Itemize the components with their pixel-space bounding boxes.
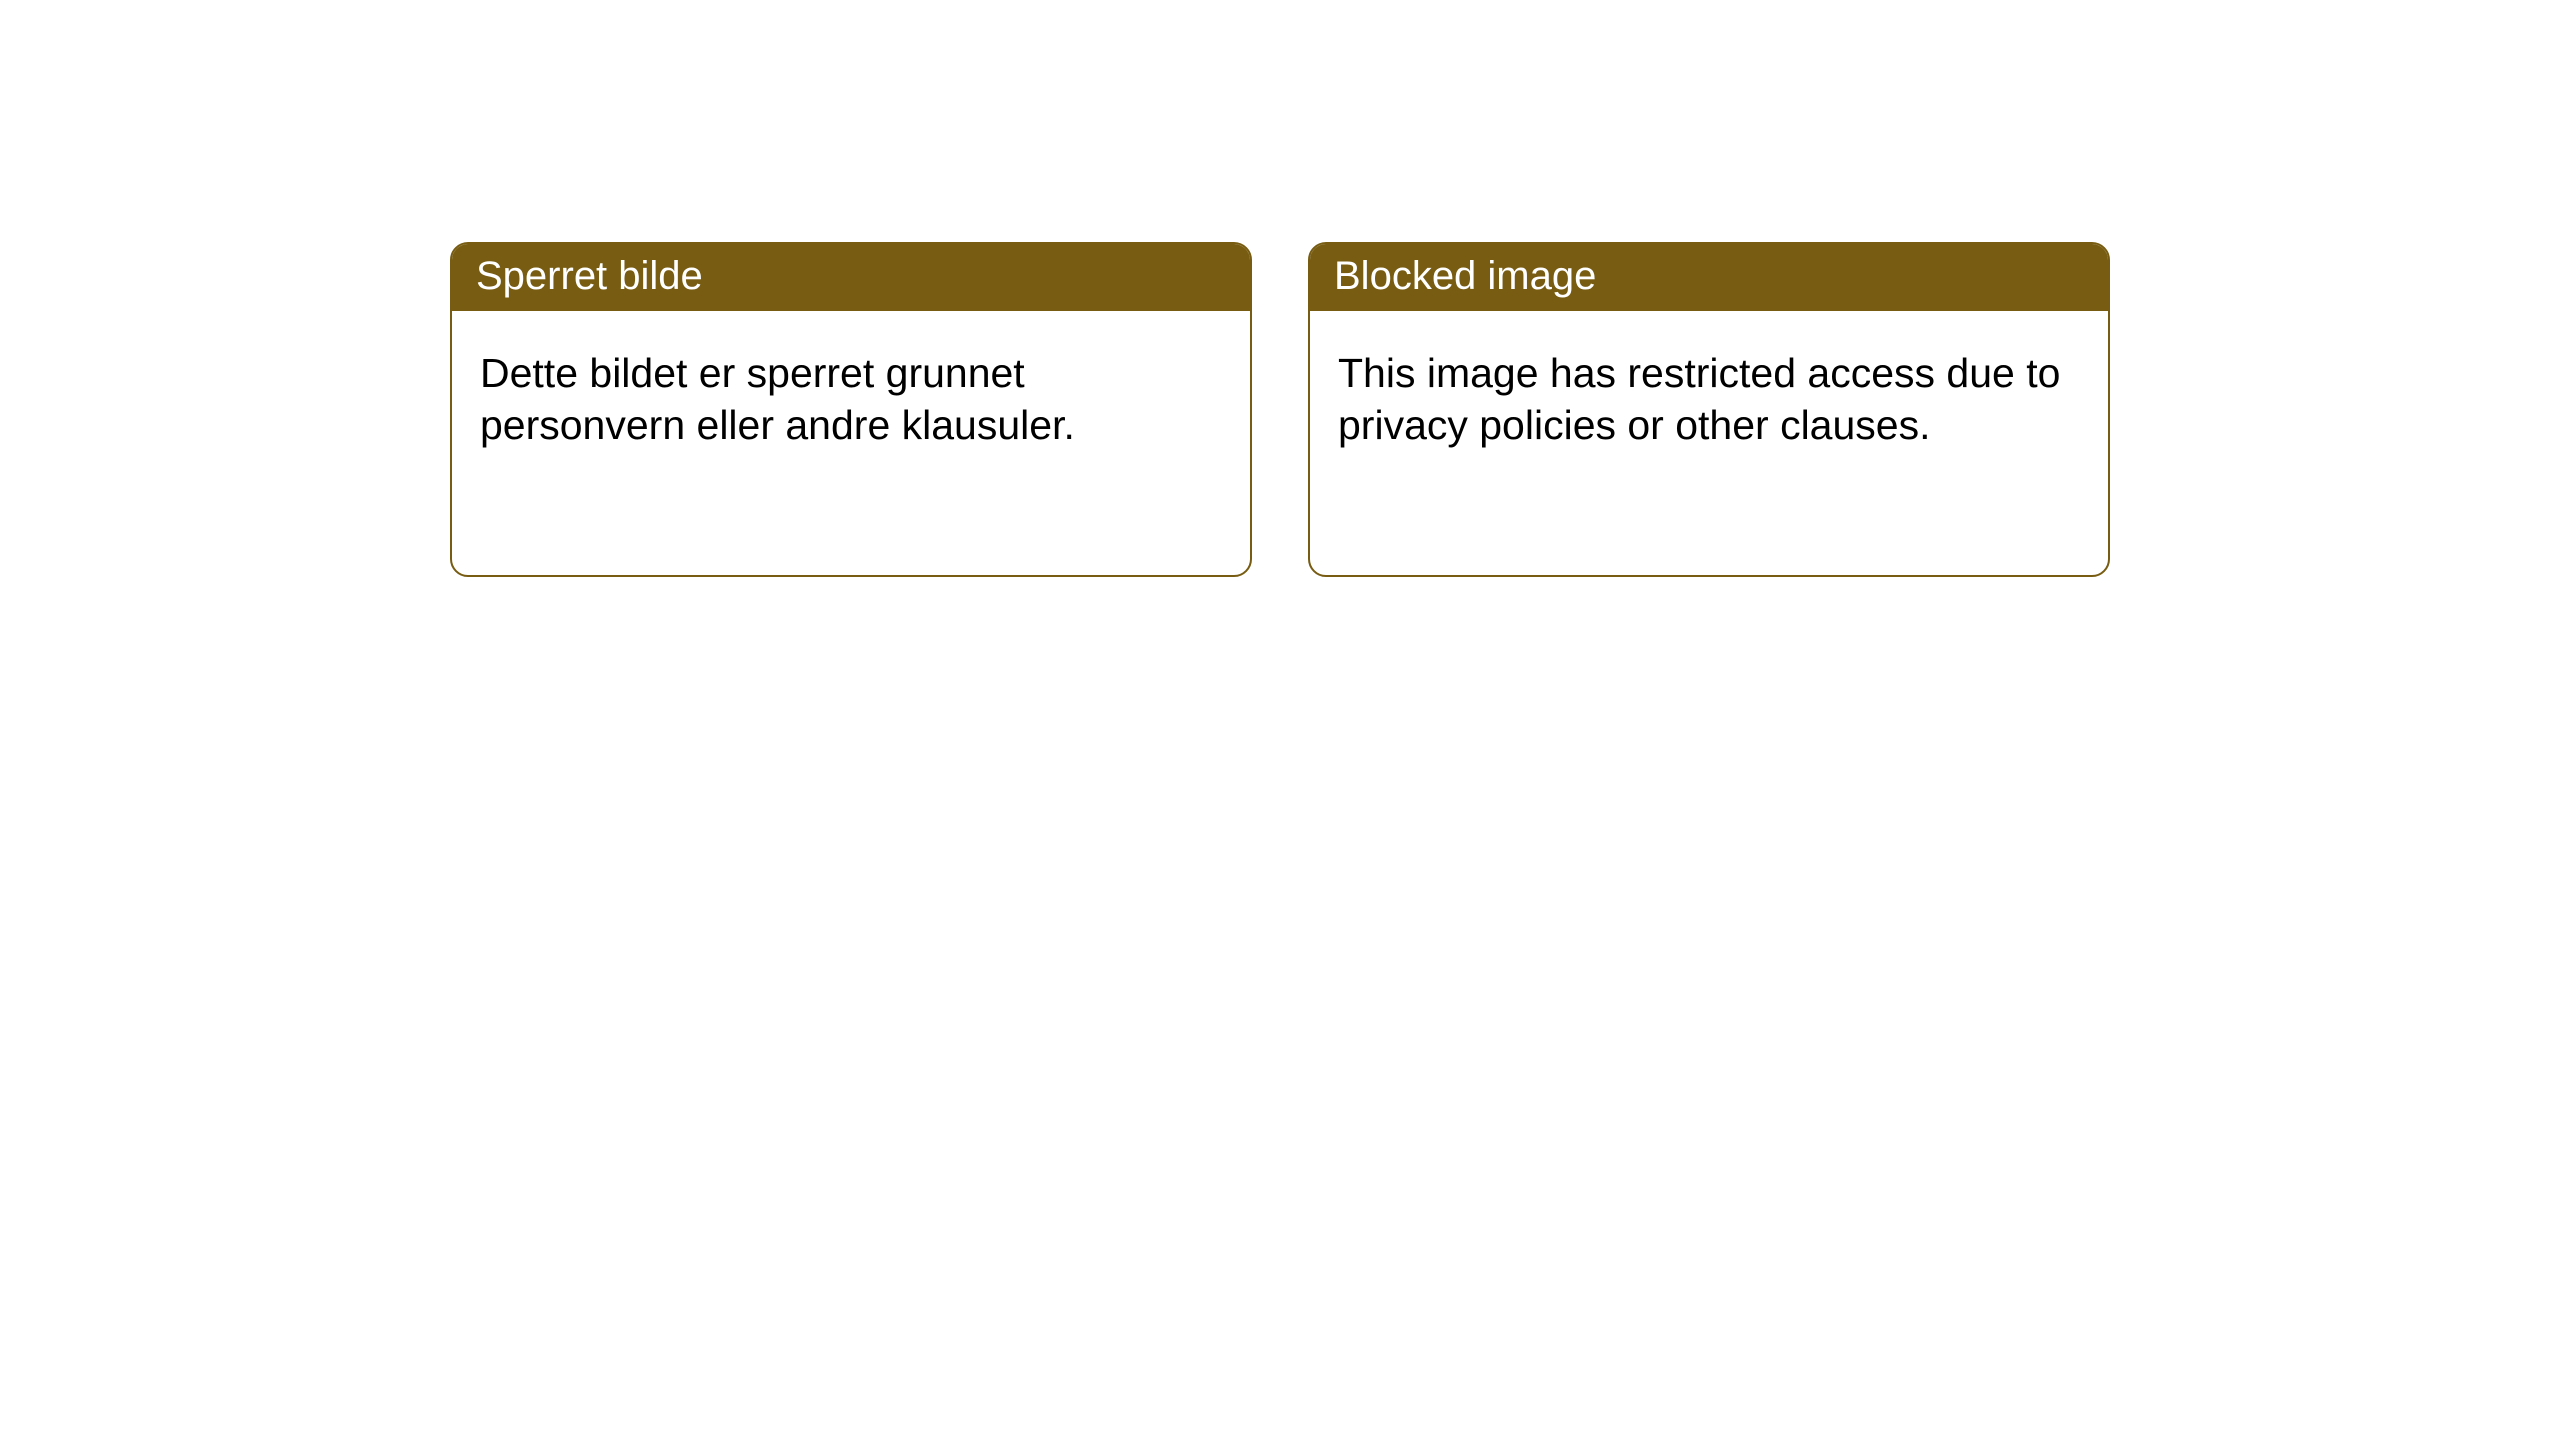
cards-container: Sperret bilde Dette bildet er sperret gr…	[0, 0, 2560, 577]
card-header: Blocked image	[1310, 244, 2108, 311]
card-body: Dette bildet er sperret grunnet personve…	[452, 311, 1250, 575]
card-header: Sperret bilde	[452, 244, 1250, 311]
card-body: This image has restricted access due to …	[1310, 311, 2108, 575]
card-english: Blocked image This image has restricted …	[1308, 242, 2110, 577]
card-norwegian: Sperret bilde Dette bildet er sperret gr…	[450, 242, 1252, 577]
